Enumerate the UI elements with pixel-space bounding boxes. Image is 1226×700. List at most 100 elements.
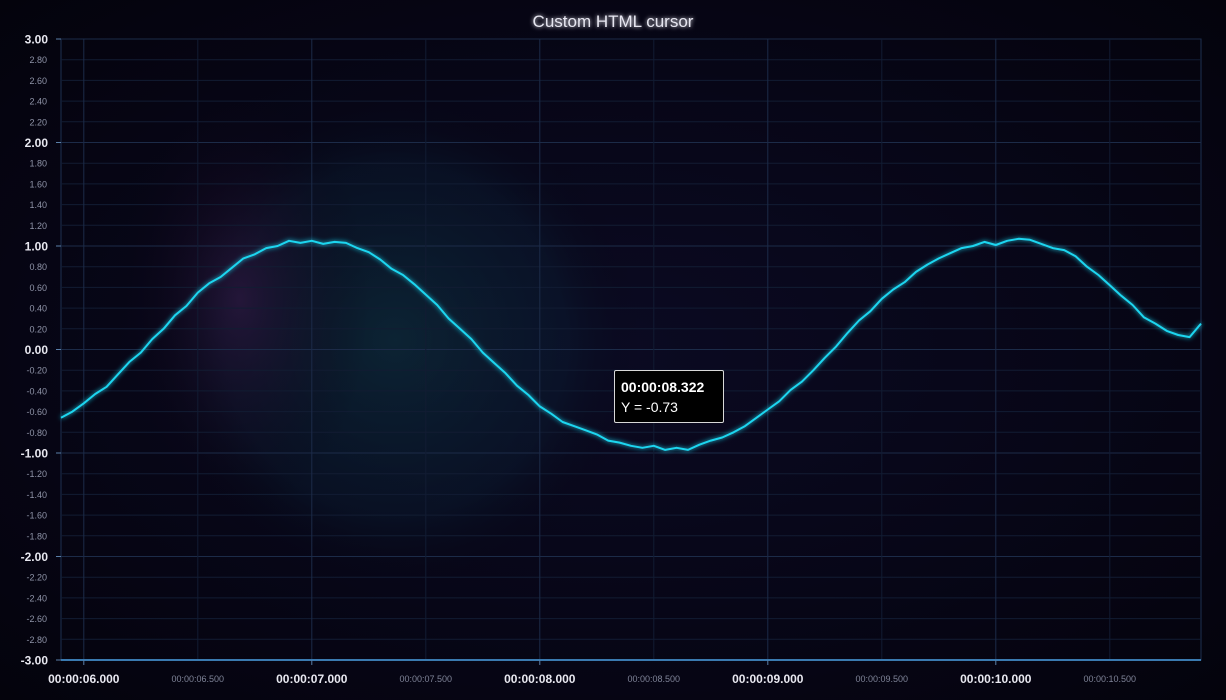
data-point [892,289,894,291]
cursor-y-label: Y = -0.73 [621,399,678,415]
data-point [334,241,336,243]
y-tick-label-minor: -0.40 [26,386,47,396]
y-tick-label-minor: 0.60 [29,283,47,293]
y-tick-label-minor: 1.60 [29,179,47,189]
data-point [94,393,96,395]
data-point [436,304,438,306]
data-point [1075,255,1077,257]
data-point [653,445,655,447]
data-point [117,374,119,376]
y-tick-label-major: -1.00 [21,447,49,461]
data-point [448,318,450,320]
data-point [1189,336,1191,338]
data-point [858,320,860,322]
y-tick-label-minor: -1.40 [26,490,47,500]
data-point [767,409,769,411]
data-point [596,434,598,436]
data-point [1063,249,1065,251]
data-point [995,244,997,246]
data-point [72,411,74,413]
data-point [516,385,518,387]
data-point [265,247,267,249]
data-point [904,281,906,283]
background-pink-glow [110,80,370,520]
data-point [676,447,678,449]
data-point [163,328,165,330]
data-point [391,268,393,270]
data-point [368,251,370,253]
data-point [721,437,723,439]
x-tick-label-minor: 00:00:09.500 [856,674,909,684]
y-tick-label-minor: -2.80 [26,635,47,645]
data-point [1200,323,1202,325]
data-point [915,271,917,273]
data-point [801,381,803,383]
grid [60,38,1202,661]
data-point [357,247,359,249]
data-point [208,283,210,285]
data-point [664,449,666,451]
axes: 3.00 2.00 1.00 0.00 -1.00 -2.00 -3.00 2.80 2.60 2… [21,33,1201,686]
data-point [505,373,507,375]
y-tick-label-minor: -0.20 [26,366,47,376]
data-point [254,254,256,256]
x-tick-label-major: 00:00:07.000 [276,672,348,686]
data-point [949,252,951,254]
data-point [243,258,245,260]
y-tick-label-minor: -1.60 [26,511,47,521]
data-point [277,245,279,247]
data-point [1018,238,1020,240]
data-point [345,242,347,244]
data-point [607,440,609,442]
cursor-tooltip: 00:00:08.322 Y = -0.73 [614,370,724,423]
data-point [699,444,701,446]
data-point [1041,243,1043,245]
y-tick-label-major: -2.00 [21,550,49,564]
data-point [83,403,85,405]
x-tick-label-minor: 00:00:08.500 [628,674,681,684]
y-tick-label-minor: 2.40 [29,97,47,107]
data-point [927,264,929,266]
data-point [174,315,176,317]
y-tick-label-minor: -0.60 [26,407,47,417]
data-point [573,425,575,427]
data-point [619,442,621,444]
data-point [528,394,530,396]
data-point [197,292,199,294]
data-point [493,362,495,364]
data-point [425,294,427,296]
data-point [756,417,758,419]
data-point [710,440,712,442]
y-tick-label-major: 0.00 [25,343,49,357]
data-point [881,298,883,300]
data-point [220,276,222,278]
y-tick-label-minor: -2.40 [26,593,47,603]
y-tick-label-minor: -1.20 [26,469,47,479]
y-tick-label-major: 1.00 [25,240,49,254]
data-point [379,259,381,261]
data-point [288,240,290,242]
x-tick-label-minor: 00:00:07.500 [400,674,453,684]
y-tick-label-minor: 0.40 [29,304,47,314]
data-point [1029,239,1031,241]
x-tick-label-minor: 00:00:10.500 [1084,674,1137,684]
data-point [642,447,644,449]
data-point [414,284,416,286]
data-point [744,425,746,427]
y-tick-label-minor: 1.80 [29,159,47,169]
y-tick-label-major: 3.00 [25,33,49,47]
data-point [140,352,142,354]
y-tick-label-minor: -0.80 [26,428,47,438]
data-point [1120,295,1122,297]
data-point [1052,247,1054,249]
y-tick-label-minor: 2.80 [29,55,47,65]
x-tick-label-major: 00:00:06.000 [48,672,120,686]
y-tick-label-major: -3.00 [21,654,49,668]
data-point [1155,323,1157,325]
y-tick-label-minor: 0.20 [29,324,47,334]
data-point [835,346,837,348]
y-tick-label-major: 2.00 [25,136,49,150]
data-point [1109,285,1111,287]
